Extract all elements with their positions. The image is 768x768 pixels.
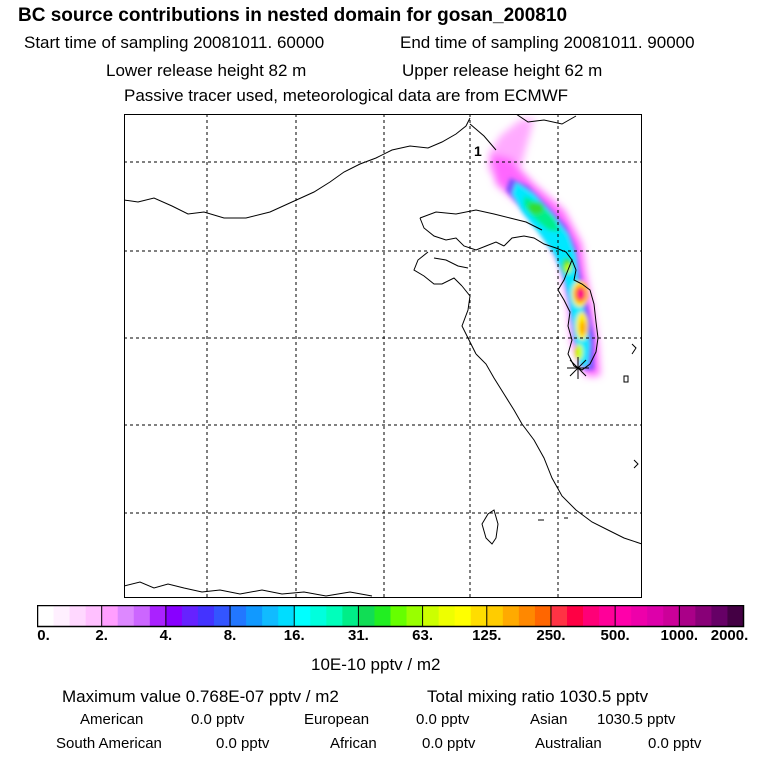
european-value: 0.0 pptv: [416, 711, 470, 728]
colorbar-cell: [149, 605, 167, 627]
colorbar-cell: [117, 605, 135, 627]
receptor-marker: [567, 357, 589, 379]
colorbar-cell: [310, 605, 327, 627]
colorbar-cell: [647, 605, 664, 627]
coastlines: [124, 114, 642, 597]
total-mixing-ratio: Total mixing ratio 1030.5 pptv: [427, 687, 649, 706]
maximum-value: Maximum value 0.768E-07 pptv / m2: [62, 687, 339, 706]
american-value: 0.0 pptv: [191, 711, 245, 728]
colorbar-cell: [374, 605, 391, 627]
plume: [488, 118, 600, 376]
colorbar-cell: [727, 605, 744, 627]
start-time: Start time of sampling 20081011. 60000: [24, 33, 325, 52]
colorbar-cell: [197, 605, 215, 627]
colorbar-cell: [246, 605, 263, 627]
colorbar-tick-label: 125.: [472, 627, 502, 644]
colorbar-cell: [342, 605, 359, 627]
colorbar-cell: [550, 605, 568, 627]
end-time: End time of sampling 20081011. 90000: [400, 33, 695, 52]
lower-release-height: Lower release height 82 m: [106, 61, 307, 80]
colorbar-cell: [663, 605, 680, 627]
colorbar-tick-label: 31.: [347, 627, 369, 644]
plot-title: BC source contributions in nested domain…: [18, 5, 568, 26]
asian-label: Asian: [530, 711, 568, 728]
colorbar-cell: [679, 605, 696, 627]
european-label: European: [304, 711, 370, 728]
colorbar-tick-label: 2.: [95, 627, 108, 644]
colorbar-cell: [358, 605, 375, 627]
colorbar-cell: [85, 605, 103, 627]
colorbar-cell: [133, 605, 151, 627]
colorbar-cell: [470, 605, 488, 627]
asian-value: 1030.5 pptv: [597, 711, 676, 728]
colorbar-tick-label: 500.: [600, 627, 630, 644]
colorbar-cell: [390, 605, 407, 627]
map-grid: [124, 114, 642, 598]
colorbar-tick-label: 8.: [223, 627, 237, 644]
colorbar-tick-label: 63.: [412, 627, 434, 644]
colorbar-cell: [615, 605, 632, 627]
colorbar-cell: [406, 605, 423, 627]
colorbar-tick-label: 4.: [159, 627, 173, 644]
colorbar-tick-label: 250.: [536, 627, 566, 644]
colorbar-tick-label: 2000.: [710, 627, 749, 644]
colorbar-cell: [534, 605, 552, 627]
upper-release-height: Upper release height 62 m: [402, 61, 603, 80]
colorbar-tick-label: 1000.: [660, 627, 699, 644]
plume-label: 1: [474, 143, 482, 159]
colorbar-unit: 10E-10 pptv / m2: [311, 655, 441, 674]
colorbar-cell: [454, 605, 472, 627]
colorbar-cell: [294, 605, 311, 627]
colorbar-cell: [181, 605, 199, 627]
colorbar-cell: [326, 605, 343, 627]
south-american-label: South American: [56, 735, 162, 752]
map-frame: [124, 114, 642, 598]
concentration-map: 1: [124, 114, 642, 598]
colorbar-cell: [422, 605, 440, 627]
colorbar-cell: [567, 605, 584, 627]
colorbar-cell: [518, 605, 536, 627]
colorbar-cell: [711, 605, 728, 627]
colorbar-cell: [230, 605, 247, 627]
colorbar-tick-label: 16.: [283, 627, 305, 644]
colorbar-cell: [165, 605, 183, 627]
colorbar: [37, 605, 745, 628]
colorbar-cell: [438, 605, 456, 627]
american-label: American: [80, 711, 144, 728]
colorbar-cell: [486, 605, 504, 627]
map-background: [124, 114, 642, 598]
colorbar-cell: [631, 605, 648, 627]
colorbar-cell: [695, 605, 712, 627]
colorbar-cell: [101, 605, 119, 627]
colorbar-cell: [502, 605, 520, 627]
colorbar-cell: [37, 605, 54, 627]
colorbar-cell: [599, 605, 616, 627]
australian-label: Australian: [535, 735, 602, 752]
colorbar-cell: [214, 605, 231, 627]
colorbar-cell: [69, 605, 87, 627]
colorbar-tick-label: 0.: [37, 627, 50, 644]
african-label: African: [330, 735, 377, 752]
australian-value: 0.0 pptv: [648, 735, 702, 752]
colorbar-cell: [53, 605, 70, 627]
colorbar-cell: [583, 605, 600, 627]
tracer-note: Passive tracer used, meteorological data…: [124, 86, 569, 105]
colorbar-cell: [278, 605, 295, 627]
south-american-value: 0.0 pptv: [216, 735, 270, 752]
african-value: 0.0 pptv: [422, 735, 476, 752]
colorbar-cell: [262, 605, 279, 627]
